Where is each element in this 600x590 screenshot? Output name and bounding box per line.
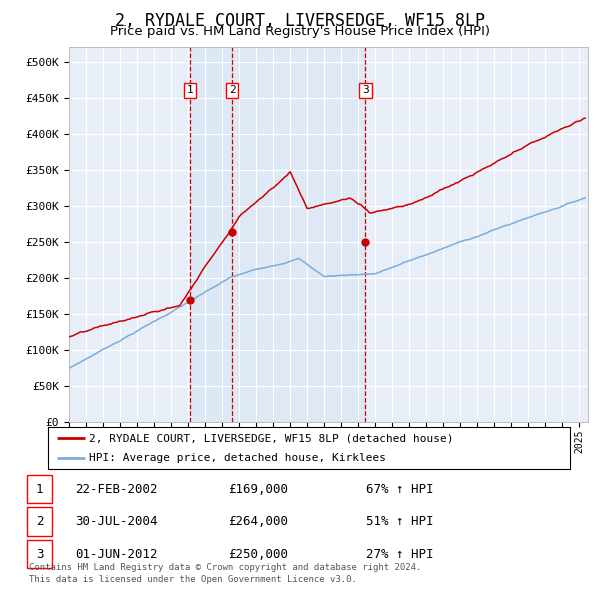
Text: 3: 3 xyxy=(36,548,43,560)
Text: £264,000: £264,000 xyxy=(228,515,288,528)
Text: HPI: Average price, detached house, Kirklees: HPI: Average price, detached house, Kirk… xyxy=(89,454,386,463)
Bar xyxy=(190,47,232,422)
Text: 67% ↑ HPI: 67% ↑ HPI xyxy=(366,483,433,496)
Text: Price paid vs. HM Land Registry's House Price Index (HPI): Price paid vs. HM Land Registry's House … xyxy=(110,25,490,38)
Text: Contains HM Land Registry data © Crown copyright and database right 2024.: Contains HM Land Registry data © Crown c… xyxy=(29,563,421,572)
Text: 22-FEB-2002: 22-FEB-2002 xyxy=(75,483,157,496)
Text: 2: 2 xyxy=(229,86,235,95)
Text: 27% ↑ HPI: 27% ↑ HPI xyxy=(366,548,433,560)
Text: 3: 3 xyxy=(362,86,369,95)
Text: 1: 1 xyxy=(36,483,43,496)
Text: 30-JUL-2004: 30-JUL-2004 xyxy=(75,515,157,528)
Text: £169,000: £169,000 xyxy=(228,483,288,496)
Text: 2: 2 xyxy=(36,515,43,528)
Text: This data is licensed under the Open Government Licence v3.0.: This data is licensed under the Open Gov… xyxy=(29,575,356,584)
Text: 2, RYDALE COURT, LIVERSEDGE, WF15 8LP (detached house): 2, RYDALE COURT, LIVERSEDGE, WF15 8LP (d… xyxy=(89,433,453,443)
Text: £250,000: £250,000 xyxy=(228,548,288,560)
Bar xyxy=(232,47,365,422)
Text: 01-JUN-2012: 01-JUN-2012 xyxy=(75,548,157,560)
Text: 51% ↑ HPI: 51% ↑ HPI xyxy=(366,515,433,528)
Text: 2, RYDALE COURT, LIVERSEDGE, WF15 8LP: 2, RYDALE COURT, LIVERSEDGE, WF15 8LP xyxy=(115,12,485,30)
Text: 1: 1 xyxy=(187,86,194,95)
